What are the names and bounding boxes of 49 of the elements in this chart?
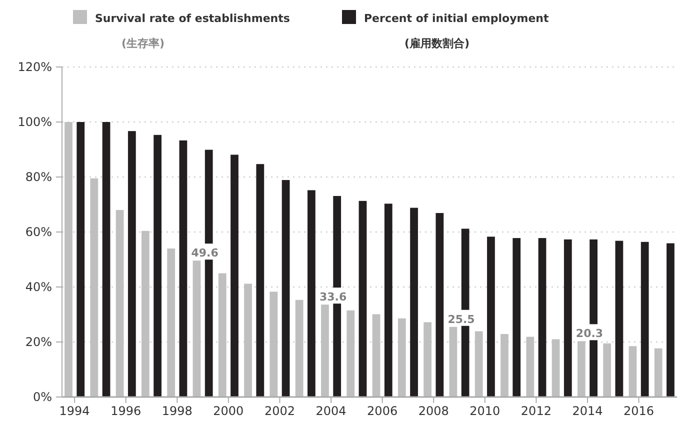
- x-tick-label: 1998: [162, 404, 192, 418]
- bar: [512, 238, 521, 397]
- x-tick-label: 2000: [213, 404, 244, 418]
- y-tick-label: 20%: [25, 335, 52, 350]
- x-tick-label: 2014: [572, 404, 603, 418]
- bar: [640, 242, 649, 397]
- x-tick-label: 2004: [316, 404, 346, 418]
- data-label: 25.5: [448, 312, 475, 326]
- x-tick-label: 2006: [367, 404, 398, 418]
- legend-label: Survival rate of establishments: [95, 12, 290, 25]
- bar: [179, 140, 188, 397]
- y-tick-label: 40%: [25, 280, 52, 294]
- bar: [487, 236, 495, 397]
- bar: [615, 240, 624, 397]
- data-label: 33.6: [319, 290, 347, 304]
- x-tick-label: 2016: [624, 404, 654, 418]
- y-tick-label: 100%: [18, 115, 52, 130]
- bar: [128, 131, 136, 397]
- text: (雇用数割合): [404, 37, 470, 50]
- x-tick-label: 1994: [59, 404, 90, 418]
- data-label: 20.3: [576, 327, 604, 340]
- legend-label: Percent of initial employment: [364, 12, 549, 25]
- bar: [410, 208, 418, 397]
- bar: [230, 154, 238, 397]
- x-tick-label: 2012: [520, 404, 552, 418]
- bar: [256, 164, 264, 397]
- x-tick-label: 2002: [264, 404, 296, 418]
- bar: [76, 122, 85, 397]
- bar: [384, 204, 392, 397]
- bar: [666, 243, 674, 397]
- bar: [436, 213, 444, 397]
- bar: [102, 122, 110, 397]
- bar: [308, 190, 316, 397]
- bar: [654, 348, 662, 397]
- bar: [628, 346, 637, 397]
- y-tick-label: 0%: [32, 390, 52, 404]
- y-tick-label: 120%: [18, 60, 52, 74]
- y-tick-label: 80%: [25, 170, 52, 184]
- bar: [282, 180, 290, 397]
- y-tick-label: 60%: [25, 225, 52, 240]
- bar: [358, 200, 367, 397]
- text: (生存率): [121, 37, 165, 50]
- bar: [154, 134, 162, 397]
- data-label: 49.6: [191, 246, 219, 260]
- x-tick-label: 2010: [470, 404, 500, 418]
- x-tick-label: 2008: [418, 404, 449, 418]
- bar: [564, 239, 572, 397]
- bar: [538, 238, 546, 397]
- x-tick-label: 1996: [110, 404, 142, 418]
